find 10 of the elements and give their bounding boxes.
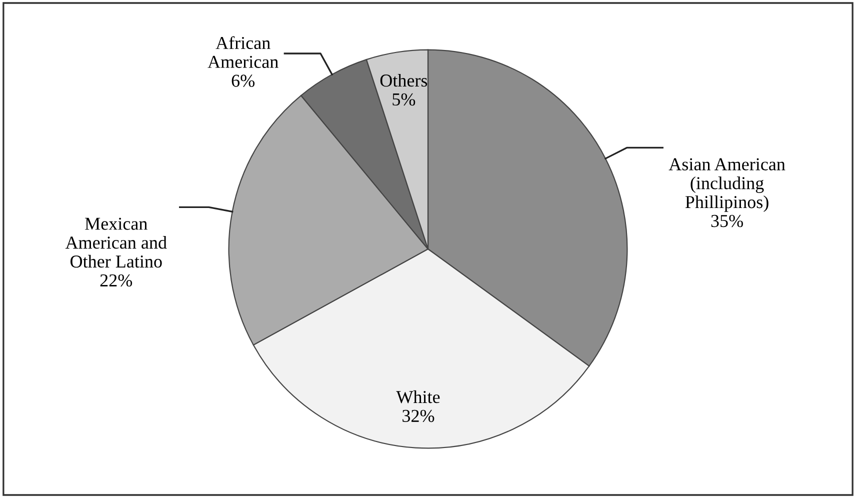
data-label: 6% [232,74,255,87]
data-label: 35% [711,214,743,228]
slice-label: Mexican American and Other Latino [65,218,167,268]
slice-label: African American [208,36,278,68]
slice-label: Asian American (including Phillipinos) [668,158,786,212]
slice-label: Others [380,74,428,87]
data-label: 5% [392,93,416,106]
data-label: 22% [100,274,132,287]
slice-label: White [396,390,440,404]
data-label: 32% [402,410,434,422]
